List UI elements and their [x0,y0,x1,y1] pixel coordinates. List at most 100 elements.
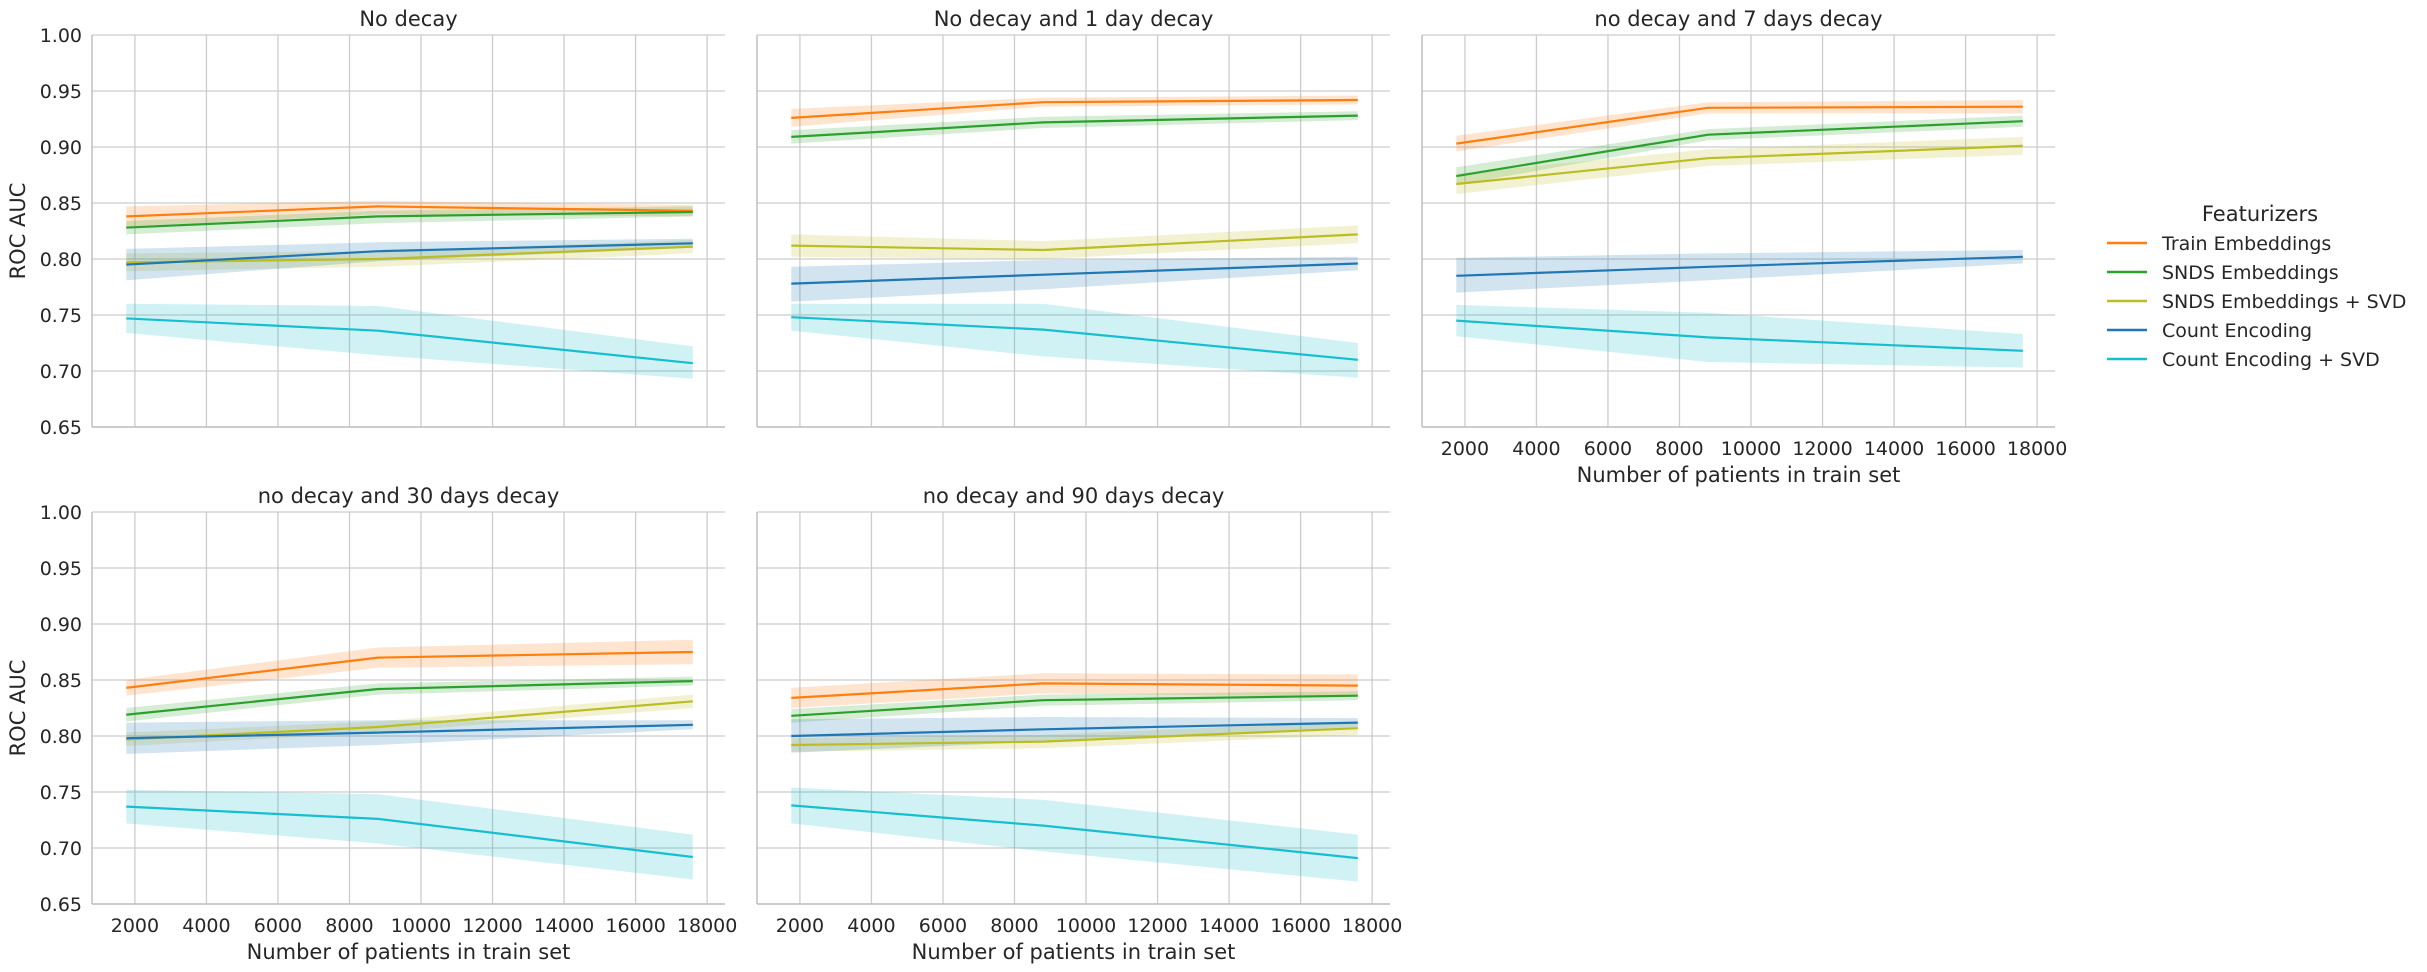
series-line [126,805,693,859]
series-line [791,727,1358,747]
x-tick-label: 10000 [391,915,451,937]
x-tick-label: 12000 [462,915,522,937]
series-line [126,242,693,266]
series-line [126,680,693,716]
ci-band [126,200,693,227]
y-tick-label: 0.90 [40,614,82,636]
series-line [126,245,693,264]
x-tick-label: 18000 [677,915,737,937]
series-line [791,682,1358,699]
x-tick-label: 14000 [1864,438,1924,460]
x-axis-label: Number of patients in train set [1577,463,1901,487]
y-axis-label: ROC AUC [6,183,30,280]
x-tick-label: 6000 [919,915,967,937]
y-tick-label: 0.70 [40,838,82,860]
y-axis-label: ROC AUC [6,660,30,757]
y-tick-label: 0.95 [40,81,82,103]
x-tick-label: 8000 [990,915,1038,937]
series-line [126,210,693,229]
ci-band [126,238,693,281]
ci-band [791,787,1358,882]
x-tick-label: 14000 [534,915,594,937]
ci-band [791,95,1358,127]
legend-entry-label: Train Embeddings [2161,233,2331,255]
y-tick-label: 0.65 [40,894,82,916]
y-tick-label: 0.85 [40,670,82,692]
x-tick-label: 4000 [182,915,230,937]
x-tick-label: 4000 [847,915,895,937]
series-line [126,723,693,740]
series-line [1456,120,2023,178]
x-tick-label: 8000 [1655,438,1703,460]
series-line [791,98,1358,119]
ci-band [126,789,693,880]
x-tick-label: 10000 [1056,915,1116,937]
series-line [1456,319,2023,352]
ci-band [1456,250,2023,293]
y-tick-label: 0.75 [40,782,82,804]
ci-band [791,256,1358,302]
series-line [126,650,693,689]
y-tick-label: 0.80 [40,726,82,748]
series-line [791,316,1358,361]
panel-5: no decay and 90 days decay 2000 4000 6000 80… [756,484,1402,964]
x-tick-label: 4000 [1512,438,1560,460]
ci-band [126,676,693,722]
panel-2: No decay and 1 day decay [756,7,1390,428]
x-tick-label: 12000 [1792,438,1852,460]
x-tick-label: 18000 [2007,438,2067,460]
x-tick-label: 16000 [1935,438,1995,460]
x-tick-label: 16000 [1270,915,1330,937]
legend-entry-label: Count Encoding + SVD [2162,349,2380,371]
y-tick-label: 0.65 [40,417,82,439]
series-line [126,317,693,365]
legend-title: Featurizers [2202,202,2318,226]
legend: Featurizers Train Embeddings SNDS Embeddin… [2107,202,2406,371]
y-tick-label: 0.95 [40,558,82,580]
series-line [1456,144,2023,186]
y-tick-label: 0.70 [40,361,82,383]
panel-1: No decay 0.65 0.70 0.75 0.80 0.85 0.90 0.95 1.00… [6,7,725,439]
ci-band [791,225,1358,259]
ci-band [126,303,693,379]
x-tick-label: 2000 [1441,438,1489,460]
series-line [791,114,1358,138]
x-tick-label: 12000 [1127,915,1187,937]
x-tick-label: 2000 [111,915,159,937]
y-tick-label: 0.80 [40,249,82,271]
y-tick-label: 1.00 [40,25,82,47]
panel-title: no decay and 90 days decay [923,484,1225,508]
x-tick-label: 2000 [776,915,824,937]
series-line [1456,255,2023,277]
panel-title: No decay [359,7,457,31]
y-tick-label: 1.00 [40,502,82,524]
ci-band [791,691,1358,723]
series-line [791,721,1358,738]
legend-entry-label: Count Encoding [2162,320,2312,342]
series-line [1456,105,2023,145]
panel-4: no decay and 30 days decay 0.65 0.70 0.75 0.… [6,484,737,964]
x-tick-label: 14000 [1199,915,1259,937]
panel-title: No decay and 1 day decay [934,7,1214,31]
x-tick-label: 16000 [605,915,665,937]
y-tick-label: 0.75 [40,305,82,327]
panel-title: no decay and 30 days decay [258,484,560,508]
y-tick-label: 0.90 [40,137,82,159]
series-line [791,262,1358,285]
panel-3: no decay and 7 days decay 2000 4000 6000 800… [1421,7,2067,487]
legend-entry-label: SNDS Embeddings [2162,262,2339,284]
x-tick-label: 6000 [1584,438,1632,460]
panel-title: no decay and 7 days decay [1594,7,1882,31]
x-tick-label: 18000 [1342,915,1402,937]
series-line [791,804,1358,860]
ci-band [791,303,1358,378]
x-axis-label: Number of patients in train set [247,940,571,964]
x-tick-label: 10000 [1721,438,1781,460]
series-line [126,205,693,218]
series-line [791,694,1358,717]
y-tick-label: 0.85 [40,193,82,215]
x-tick-label: 6000 [254,915,302,937]
legend-entry-label: SNDS Embeddings + SVD [2162,291,2406,313]
x-tick-label: 8000 [325,915,373,937]
x-axis-label: Number of patients in train set [912,940,1236,964]
